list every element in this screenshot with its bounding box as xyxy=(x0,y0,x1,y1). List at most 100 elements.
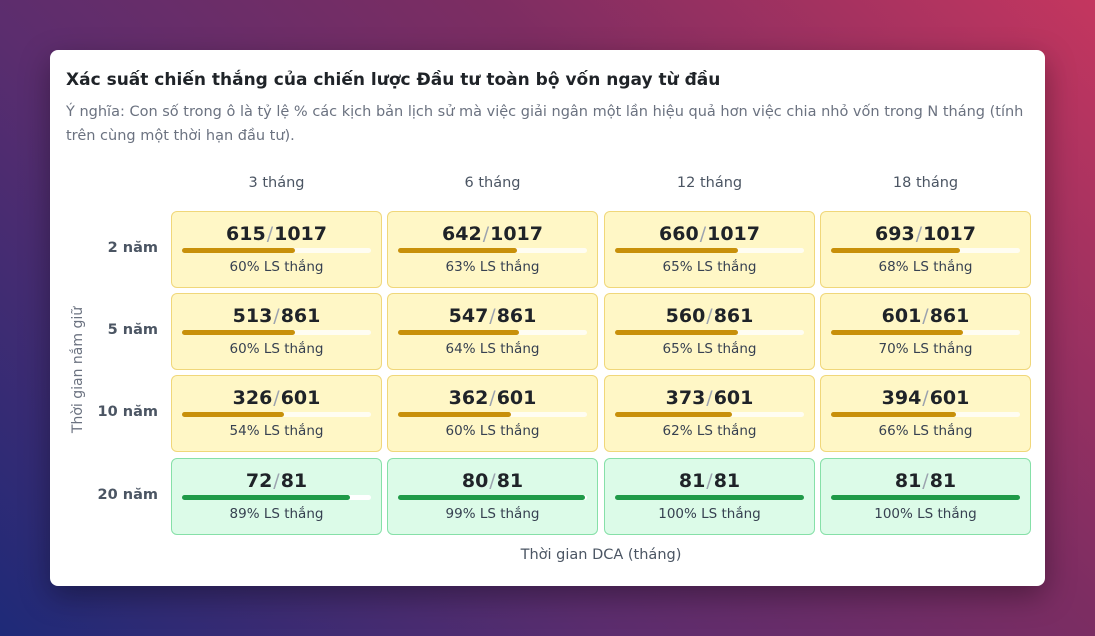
cell-total: 861 xyxy=(496,305,537,327)
cell-fraction: 394/601 xyxy=(821,387,1030,409)
cell-total: 81 xyxy=(929,470,957,492)
chart-title: Xác suất chiến thắng của chiến lược Đầu … xyxy=(66,70,721,90)
cell-percent-label: 70% LS thắng xyxy=(878,341,973,357)
progress-fill xyxy=(615,248,738,253)
progress-fill xyxy=(615,495,804,500)
cell-percent-label: 65% LS thắng xyxy=(662,259,757,275)
progress-track xyxy=(615,412,804,417)
progress-fill xyxy=(615,330,738,335)
cell-percent-label: 89% LS thắng xyxy=(229,506,324,522)
heatmap-cell: 547/861 64% LS thắng xyxy=(387,293,598,370)
cell-wins: 560 xyxy=(665,305,706,327)
heatmap-cell: 642/1017 63% LS thắng xyxy=(387,211,598,288)
cell-wins: 394 xyxy=(881,387,922,409)
cell-wins: 326 xyxy=(232,387,273,409)
heatmap-cell: 362/601 60% LS thắng xyxy=(387,375,598,452)
cell-fraction: 80/81 xyxy=(388,470,597,492)
cell-fraction: 547/861 xyxy=(388,305,597,327)
row-header: 5 năm xyxy=(107,322,158,338)
cell-separator: / xyxy=(489,470,496,492)
cell-fraction: 373/601 xyxy=(605,387,814,409)
cell-percent-label: 54% LS thắng xyxy=(229,423,324,439)
cell-fraction: 326/601 xyxy=(172,387,381,409)
cell-separator: / xyxy=(706,305,713,327)
cell-separator: / xyxy=(489,387,496,409)
progress-track xyxy=(831,248,1020,253)
column-header: 6 tháng xyxy=(464,175,521,191)
cell-percent-label: 63% LS thắng xyxy=(445,259,540,275)
cell-total: 601 xyxy=(496,387,537,409)
progress-fill xyxy=(398,495,586,500)
progress-fill xyxy=(182,495,351,500)
heatmap-cell: 373/601 62% LS thắng xyxy=(604,375,815,452)
cell-separator: / xyxy=(699,223,707,245)
cell-wins: 513 xyxy=(232,305,273,327)
cell-fraction: 693/1017 xyxy=(821,223,1030,245)
cell-separator: / xyxy=(273,470,280,492)
cell-fraction: 81/81 xyxy=(821,470,1030,492)
cell-wins: 72 xyxy=(245,470,273,492)
cell-percent-label: 68% LS thắng xyxy=(878,259,973,275)
cell-wins: 362 xyxy=(448,387,489,409)
cell-total: 81 xyxy=(713,470,741,492)
progress-fill xyxy=(182,248,296,253)
heatmap-cell: 615/1017 60% LS thắng xyxy=(171,211,382,288)
cell-percent-label: 60% LS thắng xyxy=(229,259,324,275)
cell-percent-label: 65% LS thắng xyxy=(662,341,757,357)
cell-separator: / xyxy=(273,305,280,327)
cell-wins: 642 xyxy=(442,223,482,245)
progress-fill xyxy=(831,248,960,253)
progress-fill xyxy=(398,248,518,253)
progress-track xyxy=(615,495,804,500)
chart-subtitle: Ý nghĩa: Con số trong ô là tỷ lệ % các k… xyxy=(66,104,1024,144)
cell-total: 1017 xyxy=(923,223,976,245)
cell-wins: 81 xyxy=(894,470,922,492)
progress-fill xyxy=(831,495,1020,500)
x-axis-label: Thời gian DCA (tháng) xyxy=(520,547,682,563)
progress-fill xyxy=(831,330,964,335)
progress-track xyxy=(398,248,587,253)
column-header: 12 tháng xyxy=(676,175,743,191)
progress-fill xyxy=(831,412,956,417)
cell-percent-label: 100% LS thắng xyxy=(658,506,761,522)
progress-track xyxy=(182,330,371,335)
cell-total: 601 xyxy=(713,387,754,409)
cell-fraction: 81/81 xyxy=(605,470,814,492)
cell-fraction: 560/861 xyxy=(605,305,814,327)
heatmap-cell: 72/81 89% LS thắng xyxy=(171,458,382,535)
cell-total: 81 xyxy=(496,470,524,492)
heatmap-cell: 513/861 60% LS thắng xyxy=(171,293,382,370)
cell-fraction: 72/81 xyxy=(172,470,381,492)
cell-separator: / xyxy=(922,305,929,327)
progress-track xyxy=(615,330,804,335)
progress-track xyxy=(831,412,1020,417)
progress-fill xyxy=(182,412,285,417)
cell-percent-label: 60% LS thắng xyxy=(229,341,324,357)
progress-track xyxy=(398,330,587,335)
cell-total: 601 xyxy=(280,387,321,409)
progress-fill xyxy=(615,412,733,417)
heatmap-cell: 660/1017 65% LS thắng xyxy=(604,211,815,288)
cell-separator: / xyxy=(922,470,929,492)
cell-percent-label: 100% LS thắng xyxy=(874,506,977,522)
heatmap-cell: 560/861 65% LS thắng xyxy=(604,293,815,370)
progress-fill xyxy=(398,412,512,417)
cell-fraction: 362/601 xyxy=(388,387,597,409)
progress-track xyxy=(398,412,587,417)
progress-fill xyxy=(398,330,519,335)
cell-total: 1017 xyxy=(490,223,543,245)
cell-percent-label: 99% LS thắng xyxy=(445,506,540,522)
cell-fraction: 660/1017 xyxy=(605,223,814,245)
cell-total: 81 xyxy=(280,470,308,492)
cell-separator: / xyxy=(706,470,713,492)
y-axis-label: Thời gian nắm giữ xyxy=(70,306,86,434)
heatmap-cell: 394/601 66% LS thắng xyxy=(820,375,1031,452)
cell-percent-label: 60% LS thắng xyxy=(445,423,540,439)
cell-total: 1017 xyxy=(274,223,327,245)
row-header: 20 năm xyxy=(97,487,158,503)
heatmap-cell: 81/81 100% LS thắng xyxy=(604,458,815,535)
cell-wins: 81 xyxy=(678,470,706,492)
cell-fraction: 642/1017 xyxy=(388,223,597,245)
heatmap-cell: 81/81 100% LS thắng xyxy=(820,458,1031,535)
cell-percent-label: 66% LS thắng xyxy=(878,423,973,439)
